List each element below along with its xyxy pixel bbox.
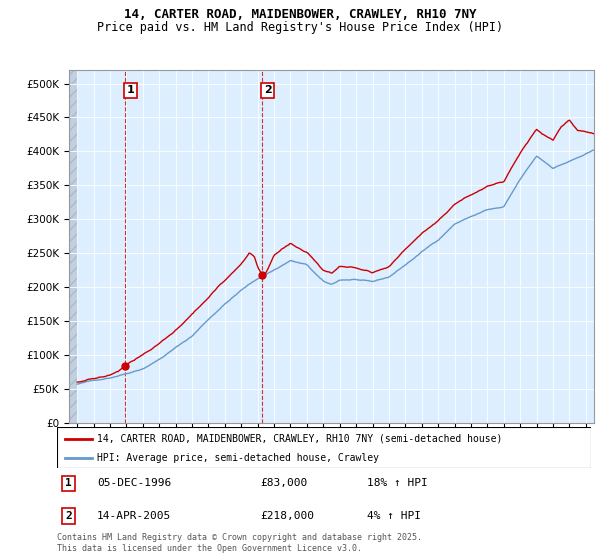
Text: HPI: Average price, semi-detached house, Crawley: HPI: Average price, semi-detached house,… xyxy=(97,452,379,463)
Text: 1: 1 xyxy=(127,85,134,95)
Text: 05-DEC-1996: 05-DEC-1996 xyxy=(97,478,172,488)
Text: 4% ↑ HPI: 4% ↑ HPI xyxy=(367,511,421,521)
Text: 2: 2 xyxy=(264,85,272,95)
Text: 2: 2 xyxy=(65,511,72,521)
Bar xyxy=(69,70,78,423)
Text: £218,000: £218,000 xyxy=(260,511,314,521)
Text: £83,000: £83,000 xyxy=(260,478,307,488)
Text: 1: 1 xyxy=(65,478,72,488)
Text: 14-APR-2005: 14-APR-2005 xyxy=(97,511,172,521)
Text: Price paid vs. HM Land Registry's House Price Index (HPI): Price paid vs. HM Land Registry's House … xyxy=(97,21,503,34)
Text: 18% ↑ HPI: 18% ↑ HPI xyxy=(367,478,427,488)
Text: 14, CARTER ROAD, MAIDENBOWER, CRAWLEY, RH10 7NY: 14, CARTER ROAD, MAIDENBOWER, CRAWLEY, R… xyxy=(124,8,476,21)
Text: Contains HM Land Registry data © Crown copyright and database right 2025.
This d: Contains HM Land Registry data © Crown c… xyxy=(57,533,422,553)
Text: 14, CARTER ROAD, MAIDENBOWER, CRAWLEY, RH10 7NY (semi-detached house): 14, CARTER ROAD, MAIDENBOWER, CRAWLEY, R… xyxy=(97,433,502,444)
